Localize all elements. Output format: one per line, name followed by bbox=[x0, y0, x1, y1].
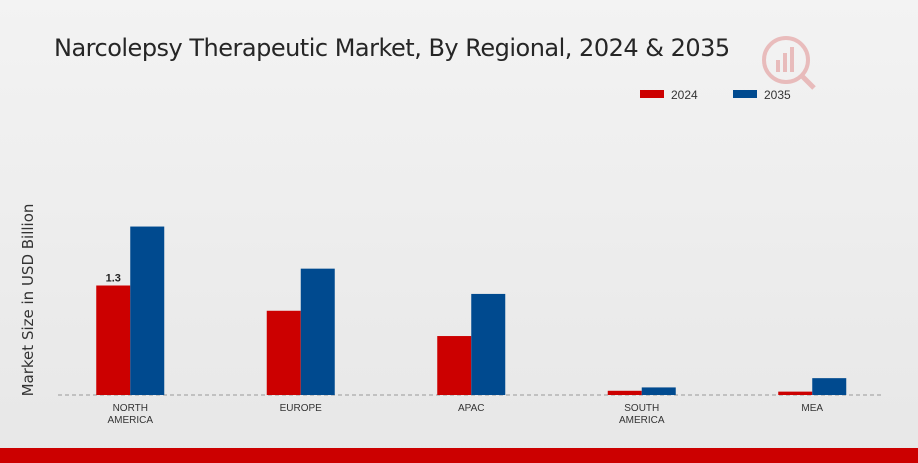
legend-label-2024: 2024 bbox=[671, 88, 698, 102]
x-tick-label-4: MEA bbox=[801, 403, 823, 414]
bar-2024-4 bbox=[778, 391, 813, 395]
data-label-0: 1.3 bbox=[106, 273, 121, 285]
x-tick-labels: NORTH AMERICA EUROPE APAC SOUTH AMERICA MEA bbox=[107, 403, 823, 426]
chart-legend: 2024 2035 bbox=[640, 88, 791, 102]
legend-swatch-2035 bbox=[733, 90, 757, 98]
legend-label-2035: 2035 bbox=[764, 88, 791, 102]
bar-2024-3 bbox=[607, 390, 642, 395]
y-axis-label: Market Size in USD Billion bbox=[19, 204, 37, 397]
x-tick-label-3: SOUTH AMERICA bbox=[619, 403, 665, 426]
bar-2035-1 bbox=[300, 268, 335, 395]
bar-2035-3 bbox=[641, 387, 676, 395]
bar-2035-2 bbox=[471, 293, 506, 395]
x-tick-label-0: NORTH AMERICA bbox=[107, 403, 153, 426]
chart-title: Narcolepsy Therapeutic Market, By Region… bbox=[54, 34, 730, 62]
bars-group: 1.3 bbox=[96, 226, 847, 395]
bar-2024-2 bbox=[437, 336, 472, 395]
bottom-accent-bar bbox=[0, 448, 918, 463]
x-tick-label-1: EUROPE bbox=[280, 403, 323, 414]
bar-2035-4 bbox=[812, 378, 847, 395]
logo-icon bbox=[762, 36, 816, 90]
bar-2035-0 bbox=[130, 226, 165, 395]
bar-2024-0 bbox=[96, 285, 131, 395]
bar-2024-1 bbox=[266, 310, 301, 395]
legend-swatch-2024 bbox=[640, 90, 664, 98]
x-tick-label-2: APAC bbox=[458, 403, 485, 414]
